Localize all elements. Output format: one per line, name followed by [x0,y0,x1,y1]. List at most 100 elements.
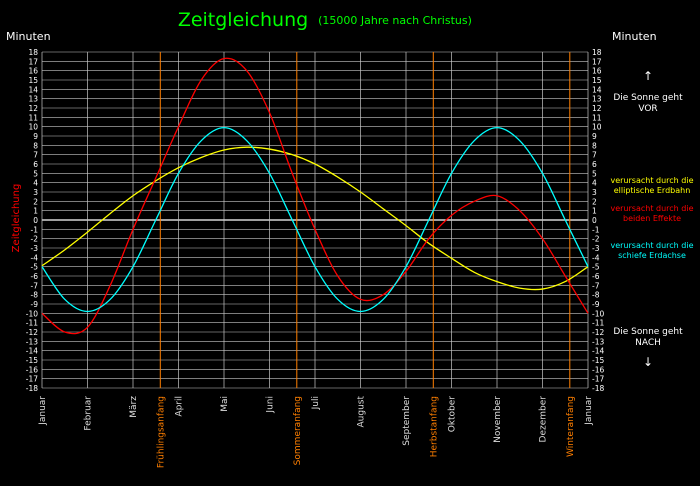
y-tick-label-left: 18 [28,48,38,57]
y-tick-label-left: -14 [26,347,38,356]
y-tick-label-left: -10 [26,309,38,318]
legend-cyan-line2: schiefe Erdachse [618,251,686,260]
y-tick-label-left: 7 [33,151,38,160]
month-label: März [129,396,139,418]
y-tick-label-right: -4 [592,253,600,262]
vor-arrow-icon: ↑ [643,69,653,83]
y-tick-label-right: 14 [592,85,602,94]
season-label: Winteranfang [566,396,576,457]
y-tick-label-right: 7 [592,151,597,160]
y-tick-label-right: -3 [592,244,600,253]
y-tick-label-right: 18 [592,48,602,57]
y-tick-label-left: -7 [31,281,39,290]
month-label: September [402,396,412,446]
y-tick-label-left: -18 [26,384,38,393]
nach-line2: NACH [635,338,661,348]
nach-annotation: Die Sonne geht NACH ↓ [613,327,683,369]
y-tick-label-left: 6 [33,160,38,169]
y-tick-label-left: 12 [28,104,38,113]
y-tick-label-left: -1 [31,225,39,234]
y-tick-label-right: -2 [592,235,600,244]
series-lines [41,57,589,335]
month-label: Februar [84,396,94,431]
series-line-2 [41,126,589,313]
y-tick-label-right: -6 [592,272,600,281]
y-tick-label-left: 17 [28,57,38,66]
y-tick-label-left: -2 [31,235,39,244]
y-tick-label-left: 16 [28,67,38,76]
y-tick-label-right: -10 [592,309,604,318]
chart-subtitle: (15000 Jahre nach Christus) [318,14,472,27]
y-tick-label-right: -1 [592,225,600,234]
y-tick-label-right: 17 [592,57,602,66]
y-tick-label-right: 10 [592,123,602,132]
month-label: Dezember [539,396,549,443]
y-tick-label-right: -18 [592,384,604,393]
y-tick-label-right: -13 [592,337,604,346]
y-tick-label-left: -12 [26,328,38,337]
nach-line1: Die Sonne geht [613,327,683,337]
y-tick-label-left: -3 [31,244,39,253]
month-label: Januar [584,396,594,426]
y-tick-label-left: -5 [31,263,39,272]
legend-yellow: verursacht durch die elliptische Erdbahn [610,176,693,195]
y-tick-label-left: 2 [33,197,38,206]
ylabel-right: Minuten [612,30,657,43]
chart-title: Zeitgleichung [178,9,308,31]
y-tick-label-left: 1 [33,207,38,216]
y-tick-label-left: 9 [33,132,38,141]
y-tick-label-right: -16 [592,365,604,374]
grid [41,51,589,389]
y-tick-label-left: 0 [33,216,38,225]
y-tick-label-right: 0 [592,216,597,225]
ylabel-left: Minuten [6,30,51,43]
y-tick-label-left: -15 [26,356,38,365]
y-tick-label-left: 4 [33,179,38,188]
vor-line2: VOR [638,104,657,114]
legend-yellow-line2: elliptische Erdbahn [614,186,691,195]
y-tick-label-right: -15 [592,356,604,365]
y-tick-label-left: -8 [31,291,39,300]
y-tick-label-left: -4 [31,253,39,262]
side-label: Zeitgleichung [11,184,22,253]
y-tick-label-right: 12 [592,104,602,113]
y-tick-label-left: 3 [33,188,38,197]
y-tick-label-right: 9 [592,132,597,141]
month-label: Juli [311,396,321,410]
vor-annotation: ↑ Die Sonne geht VOR [613,69,683,114]
y-tick-label-left: 13 [28,95,38,104]
y-tick-label-right: -7 [592,281,600,290]
legend-cyan-line1: verursacht durch die [610,241,693,250]
month-label: Januar [38,396,48,426]
vor-line1: Die Sonne geht [613,93,683,103]
y-tick-label-right: -8 [592,291,600,300]
y-tick-label-left: 15 [28,76,38,85]
month-label: August [357,396,367,428]
y-tick-label-right: 4 [592,179,597,188]
y-tick-label-right: 13 [592,95,602,104]
y-tick-label-left: -13 [26,337,38,346]
series-line-0 [41,146,589,291]
nach-arrow-icon: ↓ [643,355,653,369]
season-label: Frühlingsanfang [156,396,166,468]
y-tick-label-right: 11 [592,113,602,122]
y-tick-label-right: 5 [592,169,597,178]
month-label: November [493,396,503,443]
season-label: Herbstanfang [429,396,439,457]
season-lines [159,52,571,388]
y-tick-label-right: -14 [592,347,604,356]
y-tick-label-right: -11 [592,319,604,328]
month-label: April [175,396,185,417]
legend-cyan: verursacht durch die schiefe Erdachse [610,241,693,260]
month-label: Mai [220,396,230,412]
y-tick-label-left: 10 [28,123,38,132]
y-tick-label-right: 1 [592,207,597,216]
y-tick-label-left: -11 [26,319,38,328]
y-tick-label-right: -9 [592,300,600,309]
y-tick-label-right: -5 [592,263,600,272]
y-tick-label-left: -16 [26,365,38,374]
y-tick-label-right: -17 [592,375,604,384]
y-tick-label-left: 8 [33,141,38,150]
